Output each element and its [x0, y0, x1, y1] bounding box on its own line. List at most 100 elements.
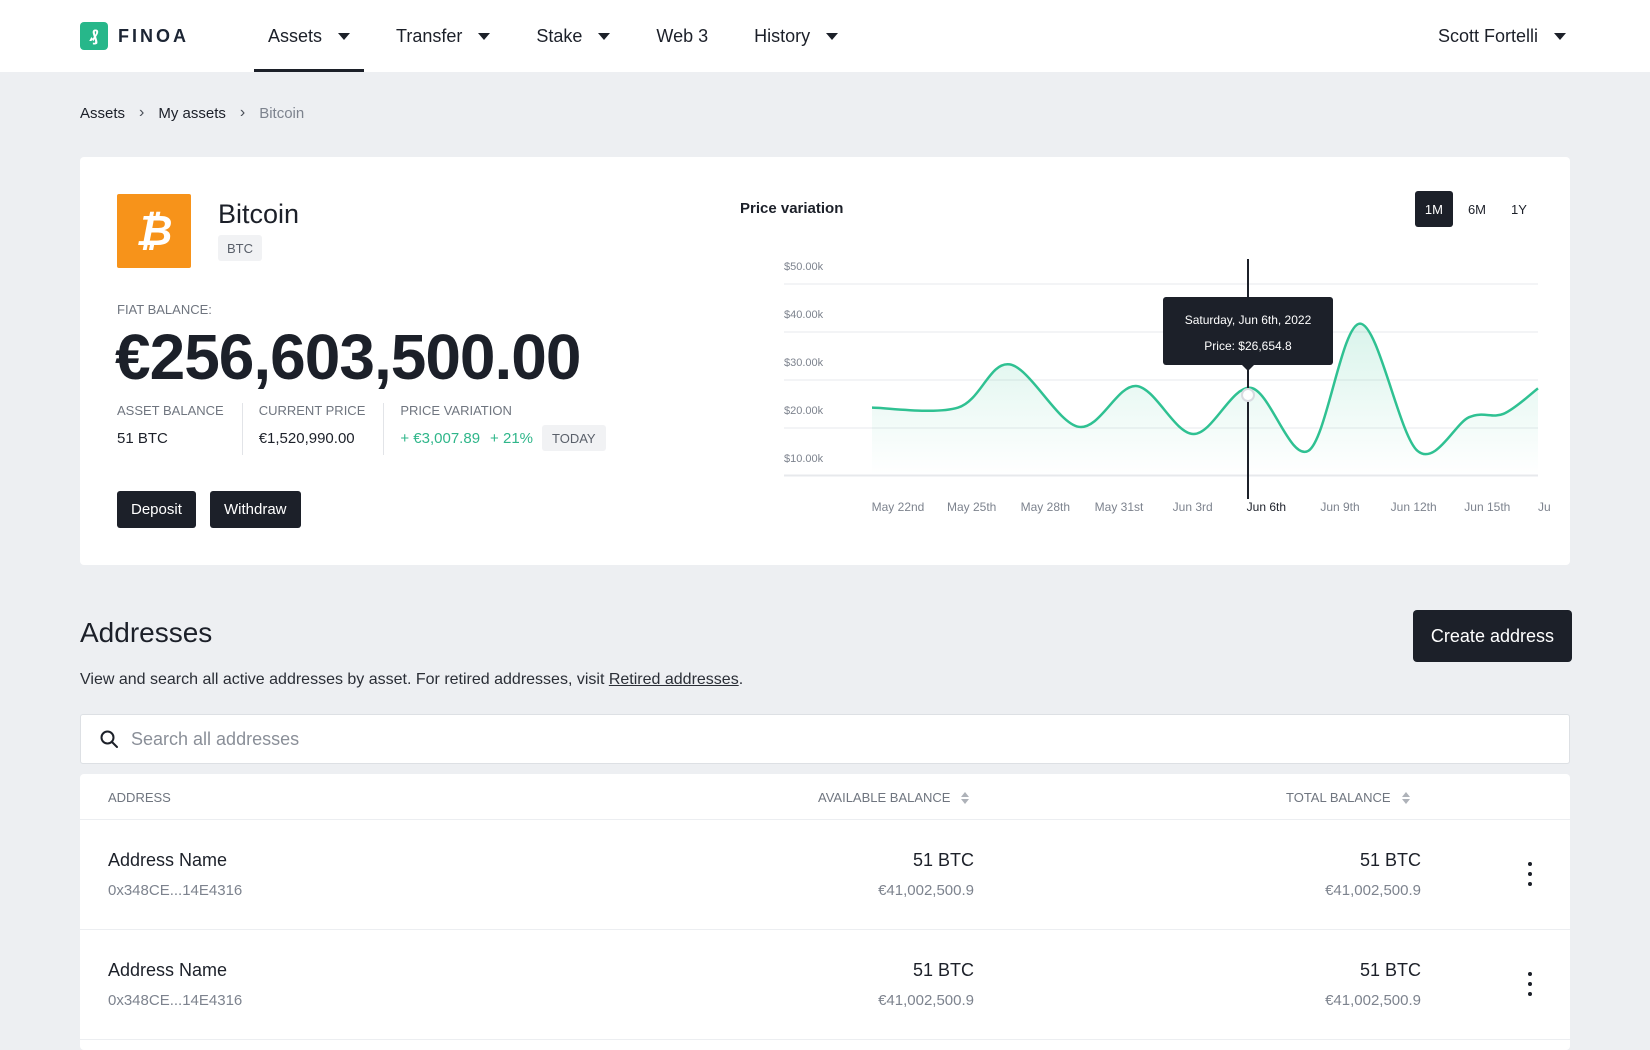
finoa-logo[interactable]: ₰ FINOA	[80, 22, 189, 50]
available-balance: 51 BTC	[912, 960, 974, 980]
user-name: Scott Fortelli	[1437, 25, 1538, 46]
y-tick-label: $30.00k	[784, 357, 824, 369]
x-tick-label: Jun 9th	[1320, 500, 1359, 514]
tooltip-date: Saturday, Jun 6th, 2022	[1185, 313, 1312, 327]
range-selector: 1M 6M 1Y	[1410, 191, 1537, 227]
asset-ticker-badge: BTC	[218, 235, 262, 261]
x-tick-label: Jun 15th	[1464, 500, 1510, 514]
main-nav: Assets Transfer Stake Web 3 History	[253, 0, 839, 72]
caret-down-icon	[598, 32, 611, 40]
search-bar	[80, 714, 1570, 764]
fiat-balance-value: €256,603,500.00	[115, 321, 581, 393]
series-line	[871, 322, 1539, 456]
column-address-label: ADDRESS	[108, 790, 171, 805]
nav-item-transfer[interactable]: Transfer	[396, 0, 491, 72]
current-price-value: €1,520,990.00	[258, 430, 355, 447]
nav-item-label: Assets	[268, 25, 323, 46]
tooltip-price: Price: $26,654.8	[1204, 339, 1292, 353]
current-price-stat: CURRENT PRICE €1,520,990.00	[259, 403, 385, 455]
tooltip-box	[1163, 297, 1333, 365]
available-balance-fiat: €41,002,500.9	[878, 882, 974, 899]
caret-down-icon	[478, 32, 491, 40]
price-variation-label: PRICE VARIATION	[400, 403, 512, 418]
address-hash: 0x348CE...14E4316	[108, 882, 243, 899]
asset-name: Bitcoin	[218, 199, 300, 229]
x-tick-label: May 31st	[1095, 500, 1144, 514]
addresses-description: View and search all active addresses by …	[80, 671, 743, 689]
asset-balance-label: ASSET BALANCE	[117, 403, 224, 418]
retired-addresses-link[interactable]: Retired addresses	[608, 671, 739, 688]
chart-title: Price variation	[740, 200, 844, 217]
table-row[interactable]: Address Name 0x348CE...14E4316 51 BTC €4…	[80, 820, 1570, 930]
y-tick-label: $40.00k	[784, 309, 824, 321]
available-balance-fiat: €41,002,500.9	[878, 992, 974, 1009]
deposit-button[interactable]: Deposit	[117, 491, 196, 528]
column-available-balance[interactable]: AVAILABLE BALANCE	[818, 790, 970, 805]
description-text: View and search all active addresses by …	[80, 671, 609, 688]
more-options-icon[interactable]	[1520, 862, 1540, 886]
nav-item-history[interactable]: History	[754, 0, 839, 72]
more-options-icon[interactable]	[1520, 972, 1540, 996]
sort-icon	[1401, 791, 1410, 804]
breadcrumb-current: Bitcoin	[259, 104, 305, 122]
nav-item-assets[interactable]: Assets	[253, 0, 365, 72]
search-addresses-input[interactable]	[131, 728, 1531, 750]
sort-icon	[961, 791, 970, 804]
search-icon	[100, 730, 118, 748]
address-hash: 0x348CE...14E4316	[108, 992, 243, 1009]
column-available-label: AVAILABLE BALANCE	[818, 790, 951, 805]
price-variation-stat: PRICE VARIATION + €3,007.89 + 21% TODAY	[400, 403, 623, 455]
caret-down-icon	[338, 32, 351, 40]
logo-wordmark: FINOA	[118, 25, 189, 46]
nav-item-label: History	[754, 25, 811, 46]
highlight-point	[1241, 388, 1255, 402]
y-tick-label: $20.00k	[784, 405, 824, 417]
top-navigation-bar: ₰ FINOA Assets Transfer Stake Web 3 Hist…	[0, 0, 1650, 72]
nav-item-label: Transfer	[396, 25, 463, 46]
available-balance: 51 BTC	[912, 850, 974, 870]
price-variation-values: + €3,007.89 + 21% TODAY	[400, 425, 606, 451]
asset-stats: ASSET BALANCE 51 BTC CURRENT PRICE €1,52…	[117, 403, 640, 455]
column-total-balance[interactable]: TOTAL BALANCE	[1286, 790, 1411, 805]
caret-down-icon	[826, 32, 839, 40]
create-address-button[interactable]: Create address	[1412, 610, 1572, 662]
breadcrumb-assets[interactable]: Assets	[80, 104, 126, 122]
total-balance: 51 BTC	[1359, 850, 1421, 870]
x-tick-label: Jun 12th	[1391, 500, 1437, 514]
x-tick-label: Jun 6th	[1247, 500, 1286, 514]
bitcoin-icon: ₿	[117, 194, 191, 268]
variation-amount: + €3,007.89	[400, 429, 481, 447]
address-name: Address Name	[108, 850, 228, 870]
breadcrumb: Assets › My assets › Bitcoin	[80, 104, 304, 122]
user-menu[interactable]: Scott Fortelli	[1438, 0, 1566, 72]
range-1m-button[interactable]: 1M	[1414, 191, 1453, 227]
x-tick-label: Jun 18th	[1538, 500, 1550, 514]
asset-balance-stat: ASSET BALANCE 51 BTC	[117, 403, 243, 455]
logo-mark-icon: ₰	[80, 22, 108, 50]
total-balance-fiat: €41,002,500.9	[1325, 882, 1421, 899]
nav-item-label: Web 3	[656, 25, 709, 46]
nav-item-stake[interactable]: Stake	[536, 0, 611, 72]
table-row[interactable]: Address Name 0x348CE...14E4316 51 BTC €4…	[80, 930, 1570, 1040]
chevron-right-icon: ›	[139, 104, 145, 121]
withdraw-button[interactable]: Withdraw	[210, 491, 301, 528]
total-balance: 51 BTC	[1359, 960, 1421, 980]
total-balance-fiat: €41,002,500.9	[1325, 992, 1421, 1009]
price-variation-chart[interactable]: $50.00k $40.00k $30.00k $20.00k $10.00k May 2…	[720, 237, 1550, 537]
variation-percent: + 21%	[490, 429, 533, 447]
chevron-right-icon: ›	[239, 104, 246, 121]
nav-item-web3[interactable]: Web 3	[656, 0, 708, 72]
x-tick-label: May 28th	[1021, 500, 1070, 514]
variation-period-badge: TODAY	[542, 425, 606, 451]
description-suffix: .	[738, 671, 744, 688]
asset-summary-card: ₿ Bitcoin BTC FIAT BALANCE: €256,603,500…	[80, 157, 1570, 565]
address-name: Address Name	[108, 960, 228, 980]
column-total-label: TOTAL BALANCE	[1286, 790, 1391, 805]
range-1y-button[interactable]: 1Y	[1511, 201, 1527, 217]
y-tick-label: $50.00k	[784, 261, 824, 273]
column-address: ADDRESS	[108, 790, 171, 805]
caret-down-icon	[1554, 32, 1566, 40]
breadcrumb-my-assets[interactable]: My assets	[158, 104, 226, 122]
range-6m-button[interactable]: 6M	[1467, 201, 1486, 217]
tooltip-arrow	[1242, 365, 1254, 371]
